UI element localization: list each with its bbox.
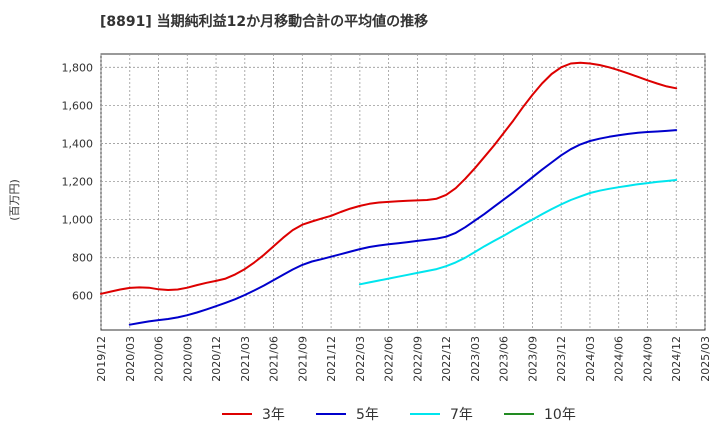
- x-tick-label: 2020/09: [181, 336, 194, 382]
- x-tick-label: 2024/09: [641, 336, 654, 382]
- x-tick-label: 2023/06: [498, 336, 511, 382]
- x-tick-label: 2019/12: [95, 336, 108, 382]
- y-tick-label: 1,200: [62, 176, 94, 189]
- plot-area: [100, 53, 706, 331]
- y-tick-label: 1,800: [62, 61, 94, 74]
- y-tick-label: 600: [72, 290, 93, 303]
- x-tick-label: 2021/03: [239, 336, 252, 382]
- x-tick-label: 2024/12: [670, 336, 683, 382]
- series-line: [128, 129, 678, 326]
- x-tick-label: 2022/03: [354, 336, 367, 382]
- y-tick-label: 1,600: [62, 99, 94, 112]
- y-tick-label: 1,000: [62, 214, 94, 227]
- y-tick-label: 800: [72, 252, 93, 265]
- legend-label: 3年: [262, 407, 285, 423]
- y-axis-ticks: 600 800 1,000 1,200 1,400 1,600 1,800: [62, 61, 94, 302]
- x-tick-label: 2024/03: [584, 336, 597, 382]
- y-tick-label: 1,400: [62, 137, 94, 150]
- legend-label: 5年: [356, 407, 379, 423]
- series-line: [358, 179, 678, 286]
- x-tick-label: 2022/09: [411, 336, 424, 382]
- x-tick-label: 2023/12: [555, 336, 568, 382]
- x-tick-label: 2022/06: [383, 336, 396, 382]
- x-tick-label: 2021/06: [268, 336, 281, 382]
- y-axis-label: (百万円): [8, 179, 21, 221]
- legend-label: 10年: [544, 407, 576, 423]
- legend-label: 7年: [450, 407, 473, 423]
- x-axis-ticks: 2019/12 2020/03 2020/06 2020/09 2020/12 2021/…: [95, 336, 712, 382]
- x-tick-label: 2020/12: [210, 336, 223, 382]
- series-line: [100, 61, 678, 295]
- x-tick-label: 2020/03: [124, 336, 137, 382]
- x-tick-label: 2025/03: [699, 336, 712, 382]
- legend: 3年 5年 7年 10年: [222, 407, 576, 423]
- x-tick-label: 2023/03: [469, 336, 482, 382]
- x-tick-label: 2021/12: [325, 336, 338, 382]
- chart-title: [8891] 当期純利益12か月移動合計の平均値の推移: [100, 13, 428, 30]
- x-tick-label: 2021/09: [296, 336, 309, 382]
- x-tick-label: 2024/06: [613, 336, 626, 382]
- x-tick-label: 2023/09: [526, 336, 539, 382]
- series-layer: [100, 61, 678, 326]
- x-tick-label: 2022/12: [440, 336, 453, 382]
- x-tick-label: 2020/06: [153, 336, 166, 382]
